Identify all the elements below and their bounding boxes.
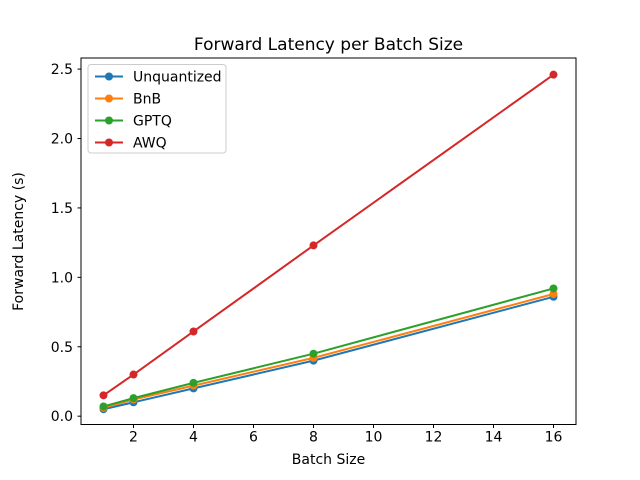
legend-swatch-marker [105, 138, 113, 147]
legend-swatch-marker [105, 94, 113, 103]
chart-title: Forward Latency per Batch Size [194, 35, 463, 55]
x-tick-label: 8 [309, 430, 318, 446]
data-point-gptq [189, 378, 198, 387]
data-point-awq [99, 391, 108, 400]
data-point-gptq [309, 349, 318, 358]
x-tick-label: 12 [425, 430, 443, 446]
plot-border [80, 57, 577, 425]
data-point-bnb [549, 290, 558, 299]
data-point-gptq [99, 402, 108, 411]
y-axis-label: Forward Latency (s) [11, 172, 27, 311]
legend-label: GPTQ [133, 114, 172, 130]
plot-area: 2 4 6 8 10 12 14 16 0.0 0.5 1.0 1.5 2.0 2.5 Unquantize… [51, 57, 577, 446]
x-tick-label: 10 [365, 430, 383, 446]
series-line-bnb [103, 293, 554, 409]
data-point-awq [129, 370, 138, 379]
data-point-awq [189, 327, 198, 336]
x-tick-label: 2 [129, 430, 138, 446]
data-point-gptq [549, 284, 558, 293]
legend-label: AWQ [133, 136, 167, 152]
legend-label: Unquantized [133, 70, 222, 86]
legend-swatch-marker [105, 116, 113, 125]
y-tick-label: 1.5 [51, 201, 73, 217]
y-tick-label: 2.0 [51, 132, 73, 148]
legend-swatch-marker [105, 72, 113, 81]
data-point-awq [309, 241, 318, 250]
y-tick-label: 2.5 [51, 62, 73, 78]
x-tick-label: 4 [189, 430, 198, 446]
x-axis-label: Batch Size [292, 452, 365, 468]
x-tick-label: 6 [249, 430, 258, 446]
x-tick-label: 14 [485, 430, 503, 446]
y-tick-label: 1.0 [51, 270, 73, 286]
x-tick-label: 16 [545, 430, 563, 446]
data-point-gptq [129, 394, 138, 403]
legend-label: BnB [133, 92, 161, 108]
y-tick-label: 0.5 [51, 340, 73, 356]
y-tick-label: 0.0 [51, 409, 73, 425]
data-point-awq [549, 70, 558, 79]
legend-box [87, 64, 227, 154]
